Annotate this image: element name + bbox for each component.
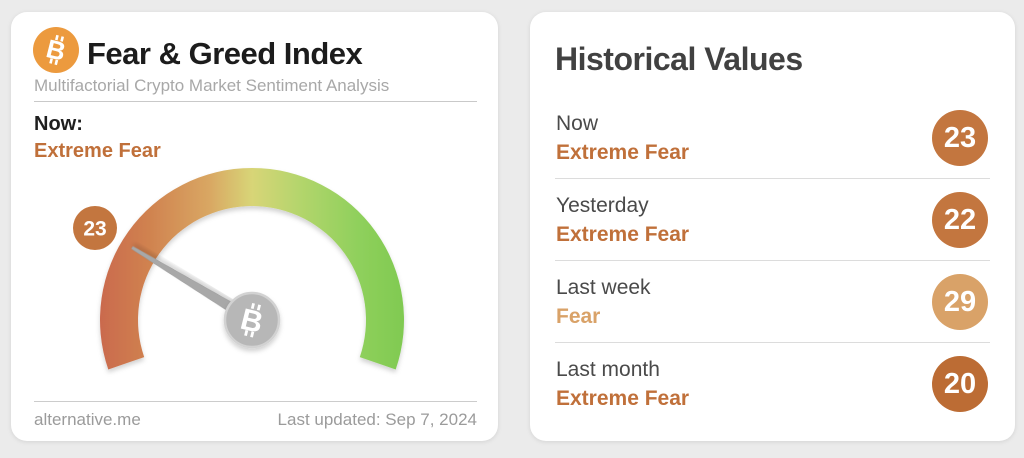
- history-row-classification: Extreme Fear: [556, 223, 690, 246]
- history-row-classification: Extreme Fear: [556, 141, 690, 164]
- subtitle: Multifactorial Crypto Market Sentiment A…: [34, 76, 390, 95]
- history-row-classification: Fear: [556, 305, 601, 328]
- last-updated-label: Last updated: Sep 7, 2024: [277, 410, 477, 429]
- bitcoin-icon: B: [33, 27, 79, 73]
- fear-greed-card: B Fear & Greed Index Multifactorial Cryp…: [11, 12, 498, 441]
- history-row: Last month Extreme Fear 20: [555, 343, 990, 424]
- history-row-value-badge: 29: [932, 274, 988, 330]
- now-label: Now:: [34, 113, 83, 135]
- history-row: Yesterday Extreme Fear 22: [555, 179, 990, 261]
- source-link[interactable]: alternative.me: [34, 410, 141, 429]
- history-row-period-label: Yesterday: [556, 194, 649, 217]
- gauge-value-badge: 23: [73, 206, 117, 250]
- gauge-value-label: 23: [83, 218, 106, 241]
- history-row-value-badge: 23: [932, 110, 988, 166]
- header-divider: [34, 101, 477, 102]
- historical-values-title: Historical Values: [555, 41, 803, 77]
- history-row-value-badge: 22: [932, 192, 988, 248]
- history-row: Last week Fear 29: [555, 261, 990, 343]
- history-row-value-badge: 20: [932, 356, 988, 412]
- gauge-arc: [100, 167, 405, 370]
- page-title: Fear & Greed Index: [87, 36, 363, 71]
- history-row-period-label: Now: [556, 112, 599, 135]
- history-row: Now Extreme Fear 23: [555, 97, 990, 179]
- fear-greed-gauge: B 23: [73, 167, 405, 370]
- history-row-classification: Extreme Fear: [556, 387, 690, 410]
- historical-values-card: Historical Values Now Extreme Fear 23 Ye…: [530, 12, 1015, 441]
- gauge-hub-bitcoin-icon: B: [223, 291, 281, 349]
- history-row-period-label: Last month: [556, 358, 660, 381]
- footer-divider: [34, 401, 477, 402]
- historical-rows: Now Extreme Fear 23 Yesterday Extreme Fe…: [555, 97, 990, 424]
- history-row-period-label: Last week: [556, 276, 651, 299]
- now-classification: Extreme Fear: [34, 140, 161, 162]
